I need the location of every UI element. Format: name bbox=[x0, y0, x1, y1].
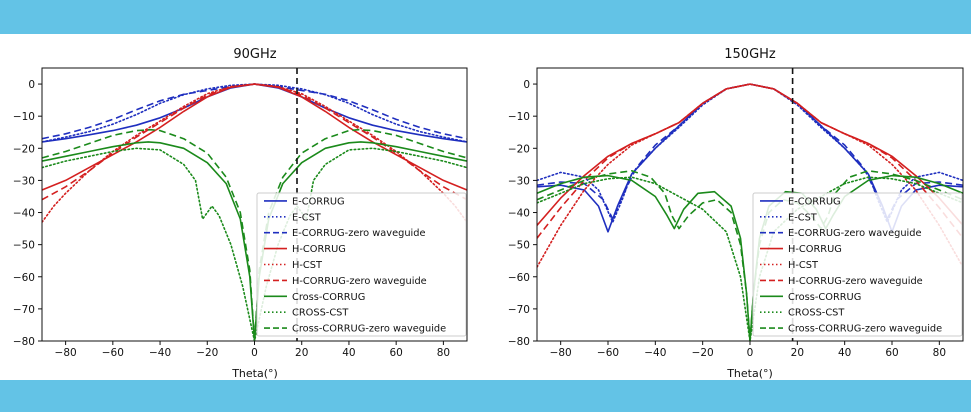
legend-label: CROSS-CST bbox=[292, 308, 349, 319]
legend-label: H-CST bbox=[292, 260, 323, 271]
x-tick-label: −40 bbox=[644, 347, 666, 359]
legend-label: Cross-CORRUG-zero waveguide bbox=[788, 324, 942, 335]
series-line-cross-cst bbox=[42, 147, 467, 341]
series-line-e-cst bbox=[537, 83, 963, 223]
series-line-cross-corrug bbox=[42, 141, 467, 341]
bottom-band bbox=[0, 380, 971, 412]
chart-title: 90GHz bbox=[233, 47, 276, 62]
x-tick-label: −20 bbox=[196, 347, 218, 359]
legend-label: E-CORRUG bbox=[788, 196, 841, 207]
x-tick-label: 80 bbox=[933, 347, 946, 359]
chart-150ghz: 150GHz −80 −60 −40 −20 0 20 40 60 80 0 −10 −20 −30 −4… bbox=[508, 47, 964, 380]
y-tick-label: −30 bbox=[13, 175, 35, 187]
legend-label: E-CORRUG bbox=[292, 196, 345, 207]
series-line-h-cst bbox=[537, 83, 963, 268]
y-tick-label: −60 bbox=[13, 272, 35, 284]
legend-box bbox=[256, 192, 467, 337]
series-line-cross-corrug bbox=[537, 174, 963, 341]
y-tick-label: −40 bbox=[13, 208, 35, 220]
y-tick-label: −60 bbox=[508, 272, 530, 284]
chart-90ghz: 90GHz −80 −60 −40 −20 0 20 40 60 80 0 −10 −20 −30 −40… bbox=[13, 47, 468, 380]
y-tick-label: −30 bbox=[508, 175, 530, 187]
legend-label: E-CORRUG-zero waveguide bbox=[788, 228, 922, 239]
y-tick-label: −70 bbox=[508, 304, 530, 316]
y-tick-label: −20 bbox=[13, 143, 35, 155]
y-tick-label: −50 bbox=[508, 240, 530, 252]
x-axis-label: Theta(°) bbox=[726, 367, 773, 380]
legend-label: E-CST bbox=[292, 212, 322, 223]
legend-label: E-CORRUG-zero waveguide bbox=[292, 228, 426, 239]
x-tick-label: 60 bbox=[885, 347, 898, 359]
x-tick-label: 20 bbox=[791, 347, 804, 359]
legend-label: E-CST bbox=[788, 212, 818, 223]
legend-label: Cross-CORRUG-zero waveguide bbox=[292, 324, 446, 335]
legend-label: H-CORRUG-zero waveguide bbox=[292, 276, 427, 287]
y-tick-label: −10 bbox=[508, 111, 530, 123]
y-tick-label: −80 bbox=[508, 336, 530, 348]
chart-title: 150GHz bbox=[724, 47, 776, 62]
series-line-h-corrug-zero-waveguide bbox=[537, 83, 963, 239]
legend-label: CROSS-CST bbox=[788, 308, 845, 319]
y-tick-label: −70 bbox=[13, 304, 35, 316]
x-tick-label: 80 bbox=[437, 347, 450, 359]
x-tick-label: 60 bbox=[389, 347, 402, 359]
legend-label: Cross-CORRUG bbox=[788, 292, 861, 303]
series-line-cross-cst bbox=[537, 176, 963, 341]
y-tick-label: −20 bbox=[508, 143, 530, 155]
legend-label: H-CORRUG-zero waveguide bbox=[788, 276, 923, 287]
x-tick-label: −20 bbox=[692, 347, 714, 359]
y-tick-label: 0 bbox=[523, 79, 530, 91]
x-tick-label: −60 bbox=[597, 347, 619, 359]
legend-label: H-CORRUG bbox=[292, 244, 346, 255]
y-tick-label: 0 bbox=[28, 79, 35, 91]
y-tick-label: −10 bbox=[13, 111, 35, 123]
x-tick-label: −80 bbox=[55, 347, 77, 359]
y-tick-label: −80 bbox=[13, 336, 35, 348]
x-axis-label: Theta(°) bbox=[231, 367, 278, 380]
top-band bbox=[0, 0, 971, 34]
legend-label: Cross-CORRUG bbox=[292, 292, 365, 303]
x-tick-label: −60 bbox=[102, 347, 124, 359]
x-tick-label: 20 bbox=[295, 347, 308, 359]
x-tick-label: 40 bbox=[342, 347, 355, 359]
x-tick-label: 0 bbox=[251, 347, 258, 359]
series-line-h-corrug-zero-waveguide bbox=[42, 83, 467, 201]
x-tick-label: 0 bbox=[747, 347, 754, 359]
y-tick-label: −50 bbox=[13, 240, 35, 252]
x-tick-label: 40 bbox=[838, 347, 851, 359]
legend-label: H-CORRUG bbox=[788, 244, 842, 255]
x-tick-label: −80 bbox=[550, 347, 572, 359]
legend-box bbox=[752, 192, 963, 337]
legend-label: H-CST bbox=[788, 260, 819, 271]
x-tick-label: −40 bbox=[149, 347, 171, 359]
y-tick-label: −40 bbox=[508, 208, 530, 220]
